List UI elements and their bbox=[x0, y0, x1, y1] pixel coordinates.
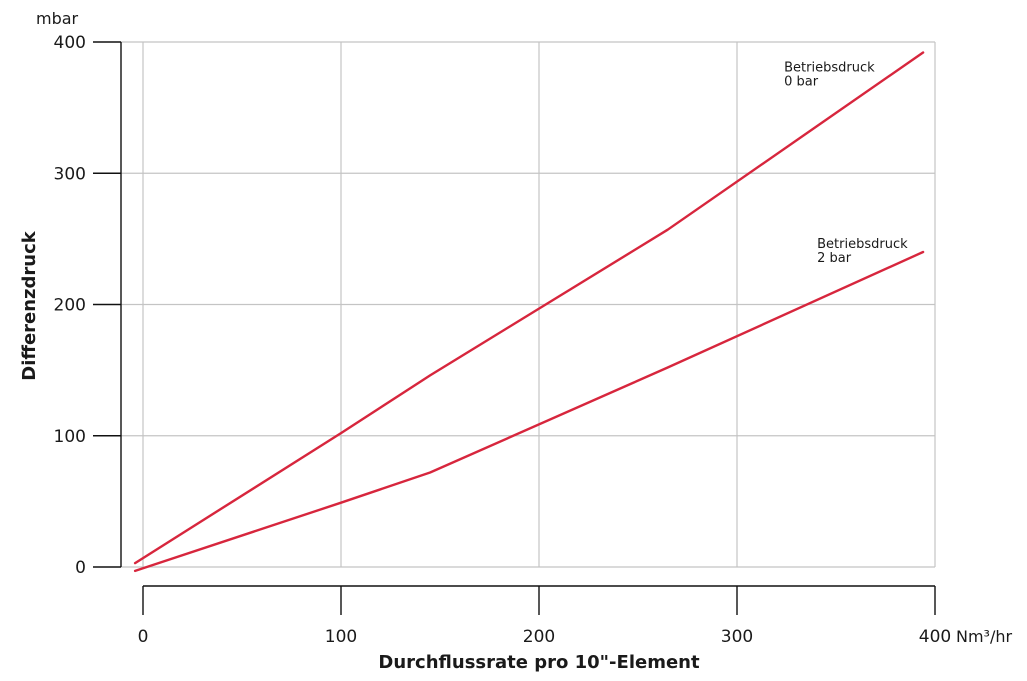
series-label-line: Betriebsdruck bbox=[784, 61, 875, 76]
series-label-1: Betriebsdruck 2 bar bbox=[817, 237, 908, 266]
y-unit-label: mbar bbox=[36, 9, 79, 28]
x-tick-label: 0 bbox=[138, 627, 149, 647]
axes: 0 100 200 300 400 0 100 200 300 400 bbox=[54, 33, 952, 647]
series-lines bbox=[133, 51, 925, 573]
x-tick-label: 200 bbox=[523, 627, 555, 647]
series-line-0 bbox=[133, 51, 925, 565]
y-tick-label: 200 bbox=[54, 296, 86, 316]
y-tick-label: 300 bbox=[54, 164, 86, 184]
series-label-line: 0 bar bbox=[784, 75, 819, 90]
series-line-1 bbox=[133, 250, 925, 573]
y-tick-label: 100 bbox=[54, 427, 86, 447]
series-label-line: Betriebsdruck bbox=[817, 237, 908, 252]
x-axis-title: Durchflussrate pro 10"-Element bbox=[378, 652, 700, 673]
grid bbox=[121, 41, 936, 568]
x-tick-label: 300 bbox=[721, 627, 753, 647]
x-tick-label: 100 bbox=[325, 627, 357, 647]
y-axis-title: Differenzdruck bbox=[19, 230, 40, 381]
x-unit-label: Nm³/hr bbox=[956, 627, 1013, 646]
y-tick-label: 400 bbox=[54, 33, 86, 53]
series-label-line: 2 bar bbox=[817, 251, 852, 266]
x-tick-label: 400 bbox=[919, 627, 951, 647]
series-label-0: Betriebsdruck 0 bar bbox=[784, 61, 875, 90]
y-tick-label: 0 bbox=[75, 558, 86, 578]
